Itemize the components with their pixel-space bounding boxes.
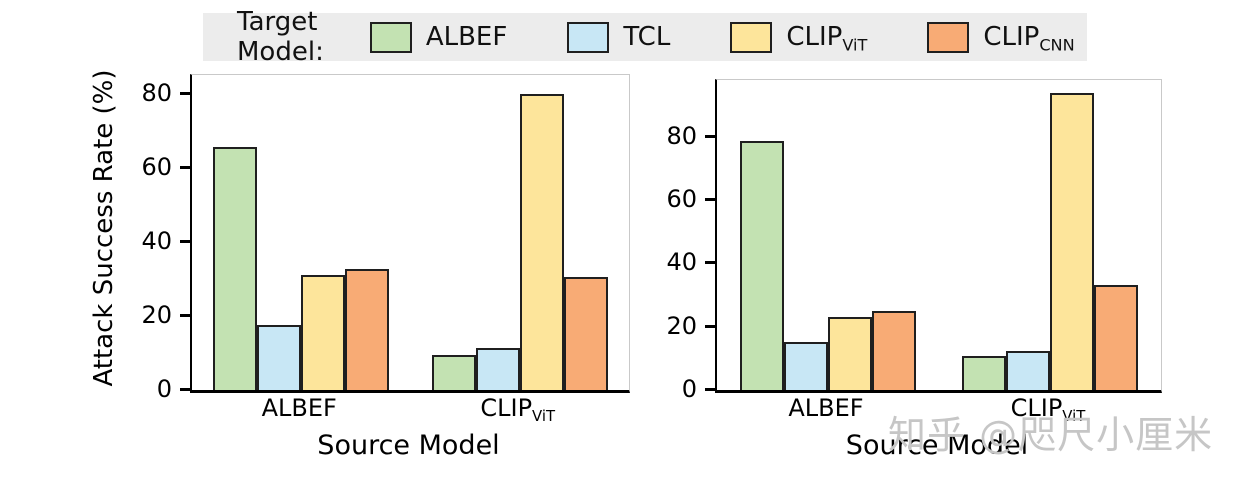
legend-swatch-icon: [927, 21, 970, 53]
y-tick-mark: [180, 314, 190, 317]
bar-clip_vit-src0: [828, 316, 872, 390]
y-tick-mark: [180, 92, 190, 95]
bar-clip_cnn-src1: [564, 277, 608, 390]
y-tick-mark: [180, 388, 190, 391]
y-tick-label-60: 60: [141, 152, 172, 181]
legend-item-label: CLIPCNN: [983, 22, 1075, 55]
legend-item-label: CLIPViT: [786, 22, 868, 55]
y-tick-mark: [705, 261, 715, 264]
bar-tcl-src1: [1006, 350, 1050, 390]
legend-title: Target Model:: [237, 7, 324, 67]
bar-clip_cnn-src0: [345, 269, 389, 390]
bar-clip_vit-src0: [301, 275, 345, 390]
legend-item-label: ALBEF: [425, 22, 508, 52]
x-tick-subscript: ViT: [1062, 407, 1086, 426]
legend: Target Model: ALBEF TCL CLIPViT CLIPCNN: [203, 7, 1087, 67]
y-tick-mark: [180, 166, 190, 169]
x-axis-label: Source Model: [317, 430, 500, 461]
y-tick-label-0: 0: [156, 375, 172, 403]
y-tick-mark: [705, 325, 715, 328]
legend-item-albef: ALBEF: [369, 21, 508, 53]
y-tick-label-0: 0: [681, 375, 697, 403]
bar-albef-src0: [213, 146, 257, 390]
y-tick-label-20: 20: [141, 300, 172, 329]
bar-clip_cnn-src1: [1094, 284, 1138, 390]
bar-tcl-src0: [784, 341, 828, 390]
bar-albef-src1: [432, 354, 476, 390]
y-tick-label-20: 20: [666, 311, 697, 340]
watermark: 知乎 @咫尺小厘米: [888, 413, 1214, 457]
legend-swatch-icon: [730, 21, 773, 53]
plot-area: [190, 74, 630, 393]
legend-label-subscript: ViT: [842, 35, 868, 55]
x-tick-subscript: ViT: [532, 407, 556, 426]
bar-tcl-src1: [476, 348, 520, 390]
y-tick-mark: [705, 135, 715, 138]
x-tick-label-albef: ALBEF: [788, 394, 864, 422]
bar-tcl-src0: [257, 324, 301, 390]
legend-swatch-icon: [369, 21, 412, 53]
plot-area: [715, 79, 1162, 393]
x-axis-label: Source Model: [845, 430, 1029, 461]
bar-albef-src0: [740, 140, 784, 390]
y-tick-label-40: 40: [666, 248, 697, 277]
legend-swatch-icon: [567, 21, 610, 53]
bar-albef-src1: [962, 356, 1006, 390]
y-tick-label-80: 80: [141, 78, 172, 107]
bar-clip_cnn-src0: [872, 310, 916, 390]
bar-clip_vit-src1: [520, 93, 564, 390]
legend-item-clipvit: CLIPViT: [730, 21, 868, 55]
x-tick-label-clipvit: CLIPViT: [480, 394, 556, 426]
y-tick-label-40: 40: [141, 226, 172, 255]
x-tick-label-clipvit: CLIPViT: [1010, 394, 1086, 426]
y-axis-label: Attack Success Rate (%): [89, 68, 119, 387]
y-tick-mark: [705, 388, 715, 391]
legend-label-subscript: CNN: [1039, 35, 1075, 55]
legend-item-tcl: TCL: [567, 21, 671, 53]
legend-item-label: TCL: [623, 22, 671, 52]
y-tick-mark: [180, 240, 190, 243]
y-tick-label-60: 60: [666, 185, 697, 214]
y-tick-mark: [705, 198, 715, 201]
bar-clip_vit-src1: [1050, 92, 1094, 390]
x-tick-label-albef: ALBEF: [261, 394, 337, 422]
legend-item-clipcnn: CLIPCNN: [927, 21, 1075, 55]
y-tick-label-80: 80: [666, 121, 697, 150]
